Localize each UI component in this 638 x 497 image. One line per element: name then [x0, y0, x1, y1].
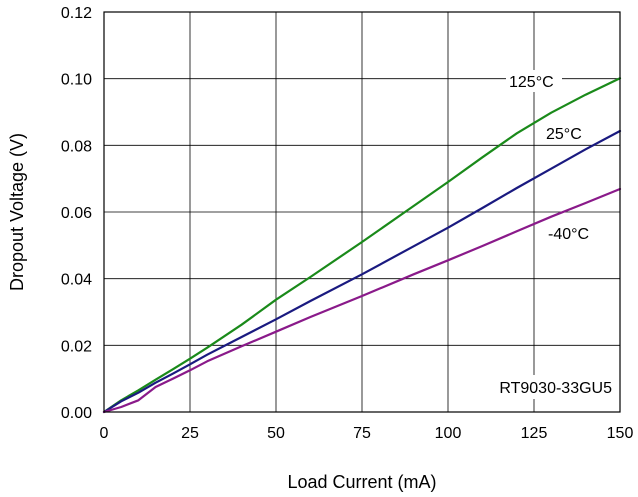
y-tick-label: 0.06	[61, 205, 92, 222]
x-tick-label: 50	[267, 425, 285, 442]
x-tick-label: 100	[435, 425, 462, 442]
y-tick-label: 0.00	[61, 405, 92, 422]
x-tick-label: 0	[100, 425, 109, 442]
x-tick-label: 75	[353, 425, 371, 442]
series-line-125c	[102, 77, 622, 414]
series-line-40c	[102, 187, 622, 414]
part-number-label: RT9030-33GU5	[499, 380, 612, 397]
x-tick-label: 25	[181, 425, 199, 442]
y-tick-label: 0.12	[61, 5, 92, 22]
series-layer	[102, 77, 622, 414]
annotation-25c-bg	[543, 122, 591, 144]
annotation-25c: 25°C	[546, 126, 582, 143]
y-tick-label: 0.04	[61, 272, 92, 289]
annotation-neg40c: -40°C	[548, 226, 589, 243]
annotation-125c: 125°C	[509, 74, 554, 91]
x-tick-label: 150	[607, 425, 634, 442]
series-line-25c	[102, 129, 622, 414]
y-tick-label: 0.08	[61, 138, 92, 155]
x-tick-labels: 0 25 50 75 100 125 150	[100, 425, 634, 442]
y-tick-labels: 0.00 0.02 0.04 0.06 0.08 0.10 0.12	[61, 5, 92, 422]
annotation-125c-bg	[506, 70, 562, 92]
x-axis-label: Load Current (mA)	[287, 472, 436, 492]
plot-frame	[103, 11, 621, 413]
x-tick-label: 125	[521, 425, 548, 442]
annotation-neg40c-bg	[545, 222, 609, 244]
part-number-label-bg	[457, 375, 617, 399]
y-tick-label: 0.02	[61, 338, 92, 355]
y-axis-label: Dropout Voltage (V)	[7, 133, 27, 291]
y-tick-label: 0.10	[61, 72, 92, 89]
